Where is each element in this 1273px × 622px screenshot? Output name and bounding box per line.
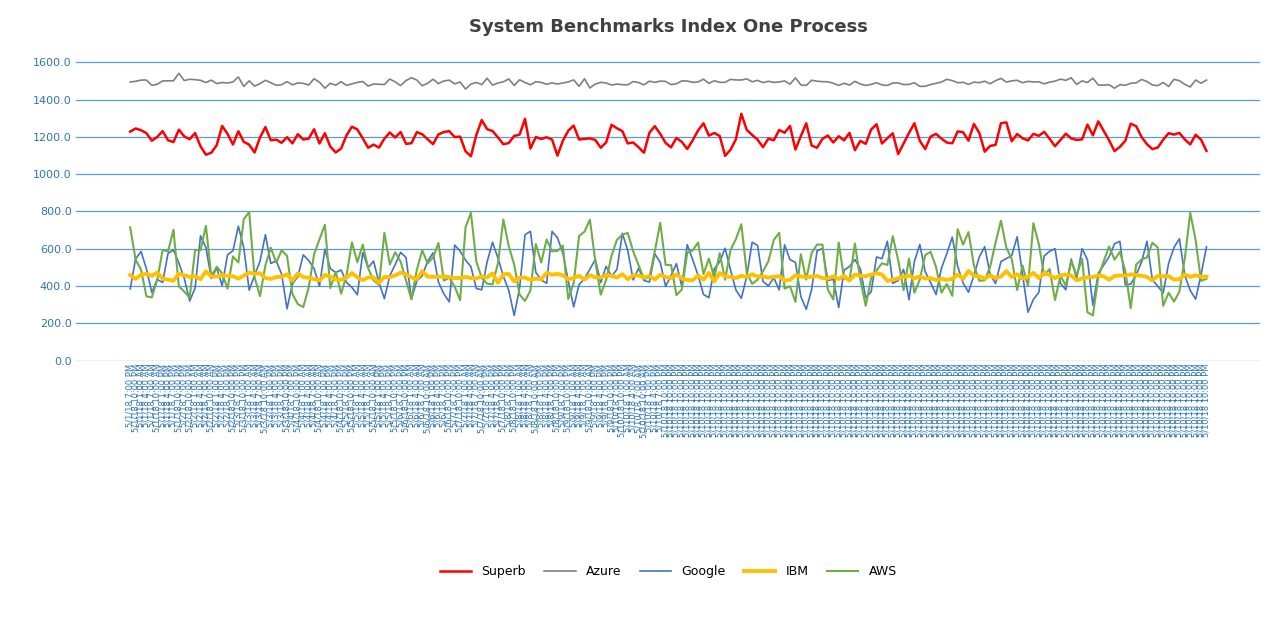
AWS	[1156, 302, 1171, 310]
Superb	[733, 110, 749, 118]
Azure	[458, 85, 474, 93]
Azure	[165, 77, 181, 85]
AWS	[1118, 267, 1133, 275]
Superb	[122, 128, 137, 136]
Superb	[1199, 147, 1214, 155]
AWS	[122, 223, 137, 231]
Superb	[409, 128, 424, 136]
Azure	[415, 82, 430, 90]
Google	[1156, 289, 1171, 297]
IBM	[1118, 272, 1133, 279]
Google	[122, 285, 137, 293]
Superb	[322, 143, 337, 151]
Azure	[1118, 81, 1133, 89]
Azure	[1199, 77, 1214, 84]
AWS	[242, 208, 257, 216]
Line: AWS: AWS	[130, 212, 1207, 315]
Superb	[1118, 137, 1133, 144]
Superb	[165, 138, 181, 146]
AWS	[187, 246, 202, 254]
IBM	[187, 272, 202, 280]
Superb	[463, 152, 479, 160]
IBM	[961, 267, 976, 275]
IBM	[415, 267, 430, 275]
Google	[187, 284, 202, 292]
Google	[1118, 281, 1133, 289]
Azure	[172, 70, 187, 77]
Google	[328, 269, 344, 276]
Azure	[328, 81, 344, 89]
AWS	[415, 247, 430, 254]
Google	[165, 246, 181, 254]
Azure	[193, 77, 209, 84]
Google	[507, 312, 522, 319]
AWS	[165, 226, 181, 233]
Google	[415, 272, 430, 279]
IBM	[372, 279, 387, 287]
Superb	[1156, 136, 1171, 144]
Line: Azure: Azure	[130, 73, 1207, 89]
Google	[1199, 243, 1214, 251]
IBM	[1156, 272, 1171, 280]
Superb	[187, 129, 202, 137]
IBM	[122, 271, 137, 279]
AWS	[1086, 312, 1101, 319]
Legend: Superb, Azure, Google, IBM, AWS: Superb, Azure, Google, IBM, AWS	[435, 560, 901, 583]
IBM	[165, 277, 181, 284]
Azure	[122, 78, 137, 86]
Line: Google: Google	[130, 226, 1207, 315]
Title: System Benchmarks Index One Process: System Benchmarks Index One Process	[468, 19, 868, 37]
Google	[230, 223, 246, 230]
Azure	[1156, 79, 1171, 86]
Line: IBM: IBM	[130, 271, 1207, 283]
Line: Superb: Superb	[130, 114, 1207, 156]
AWS	[328, 268, 344, 276]
IBM	[1199, 273, 1214, 281]
IBM	[322, 273, 337, 281]
AWS	[1199, 275, 1214, 282]
